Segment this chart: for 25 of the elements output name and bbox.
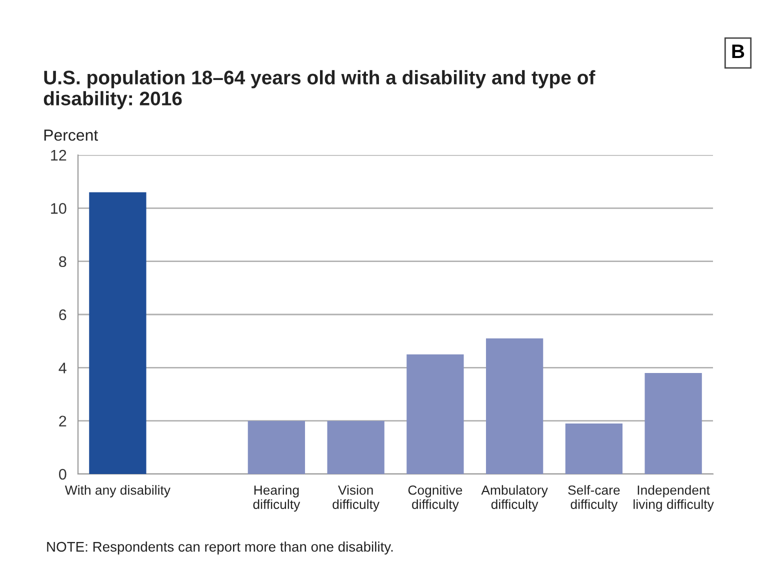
y-tick-label: 0: [58, 468, 66, 480]
x-tick-label: Cognitive difficulty: [408, 485, 462, 512]
y-tick-label: 10: [51, 203, 66, 214]
y-tick-label: 2: [59, 416, 66, 426]
y-axis-title: Percent: [44, 130, 98, 141]
y-tick-label: 6: [59, 309, 66, 320]
x-tick-label: Self-care difficulty: [568, 485, 620, 512]
x-tick-label: Vision difficulty: [332, 485, 380, 512]
chart-title: U.S. population 18–64 years old with a disability and type of disability: 2016: [44, 70, 596, 110]
x-tick-label: With any disability: [64, 485, 170, 498]
y-tick-label: 4: [58, 362, 66, 374]
bar: [89, 192, 146, 474]
text: B: [732, 44, 744, 58]
bar: [248, 420, 306, 474]
bar: [565, 423, 623, 474]
text: NOTE: Respondents can report more than one disability.: [47, 542, 393, 554]
y-tick-label: 8: [59, 256, 66, 268]
x-tick-label: Ambulatory difficulty: [481, 485, 548, 512]
bar: [644, 372, 702, 474]
y-tick-label: 12: [51, 150, 66, 161]
bar: [486, 338, 544, 474]
x-tick-label: Hearing difficulty: [253, 485, 300, 512]
x-tick-label: Independent living difficulty: [634, 485, 714, 512]
bar: [406, 354, 464, 474]
bar: [327, 420, 384, 474]
